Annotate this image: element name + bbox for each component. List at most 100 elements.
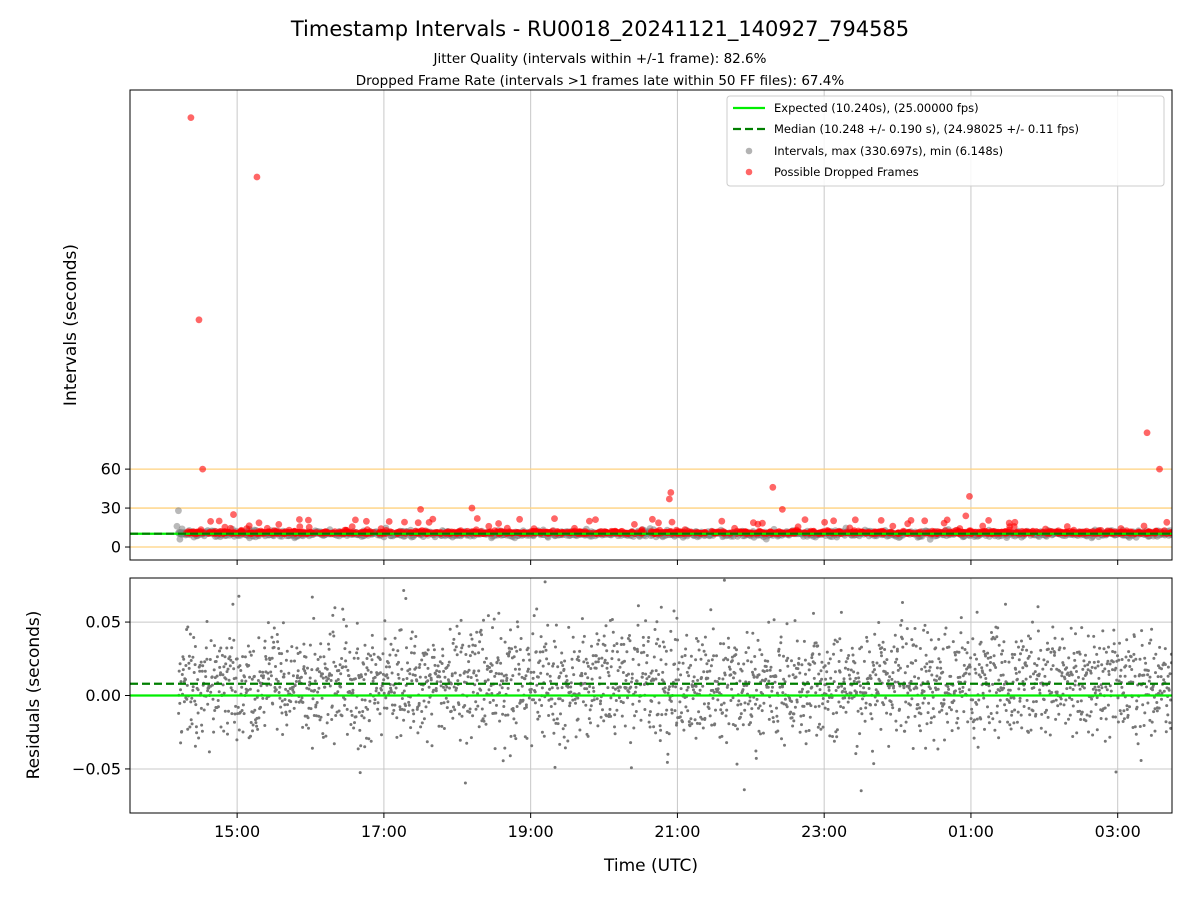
residual-point — [995, 711, 999, 715]
residual-point — [591, 654, 595, 658]
residual-point — [905, 684, 909, 688]
residual-point — [337, 709, 341, 713]
residual-point — [636, 623, 640, 627]
residual-point — [1062, 663, 1066, 667]
residual-point — [917, 676, 920, 680]
residual-point — [704, 653, 708, 657]
residual-point — [426, 648, 430, 652]
residual-point — [1014, 667, 1018, 671]
residual-point — [285, 723, 289, 727]
residual-point — [1111, 660, 1115, 664]
residual-point — [514, 737, 518, 741]
residual-point — [407, 700, 411, 704]
residual-point — [533, 690, 537, 694]
residual-point — [898, 684, 902, 688]
residual-point — [1082, 659, 1086, 663]
dropped-frame-point — [668, 518, 676, 526]
residual-point — [922, 628, 926, 632]
residual-point — [477, 725, 481, 729]
residual-point — [274, 688, 278, 692]
residual-point — [1060, 674, 1064, 678]
residual-point — [252, 674, 256, 678]
residual-point — [629, 766, 633, 770]
residual-point — [349, 723, 353, 726]
residual-point — [1051, 664, 1055, 668]
residual-point — [668, 695, 672, 699]
residual-point — [1100, 686, 1104, 690]
residual-point — [1071, 688, 1075, 691]
residual-point — [847, 696, 851, 700]
residual-point — [947, 687, 951, 691]
dropped-frame-point — [1005, 519, 1013, 527]
residual-point — [1088, 660, 1091, 664]
residual-point — [221, 683, 225, 687]
residual-point — [474, 700, 478, 704]
residual-point — [1069, 626, 1073, 630]
residual-point — [800, 663, 804, 667]
residual-point — [895, 649, 899, 653]
residual-point — [816, 644, 820, 648]
residual-point — [560, 686, 564, 690]
residual-point — [813, 705, 817, 709]
residual-point — [751, 631, 755, 635]
residual-point — [802, 704, 806, 708]
residual-point — [488, 701, 492, 704]
residual-point — [932, 738, 936, 742]
residual-point — [714, 708, 717, 712]
residual-point — [526, 669, 530, 673]
residual-point — [308, 643, 312, 647]
residual-point — [193, 645, 197, 648]
residual-point — [1124, 655, 1128, 659]
residual-point — [401, 691, 405, 695]
residual-point — [1074, 632, 1077, 636]
residual-point — [792, 712, 796, 716]
residual-point — [181, 655, 185, 659]
residual-point — [443, 688, 447, 692]
residual-point — [453, 648, 457, 652]
residual-point — [508, 754, 512, 758]
residual-point — [637, 663, 641, 667]
top-y-tick-label: 0 — [111, 538, 121, 557]
residual-point — [337, 669, 341, 672]
residual-point — [449, 682, 453, 686]
residual-point — [332, 634, 336, 638]
residual-point — [442, 727, 446, 730]
residual-point — [1013, 653, 1017, 656]
residual-point — [641, 635, 645, 639]
residual-point — [208, 658, 212, 661]
residual-point — [919, 712, 923, 716]
residual-point — [228, 655, 232, 659]
residual-point — [894, 660, 897, 664]
residual-point — [846, 656, 850, 660]
residual-point — [817, 672, 821, 676]
residual-point — [810, 656, 814, 660]
residual-point — [821, 725, 825, 729]
residual-point — [1002, 686, 1006, 690]
residual-point — [903, 671, 907, 675]
residual-point — [238, 664, 242, 668]
residual-point — [801, 687, 804, 691]
residual-point — [441, 654, 445, 658]
residual-point — [1097, 676, 1101, 680]
residual-point — [818, 688, 822, 692]
residual-point — [439, 680, 443, 684]
residual-point — [752, 675, 756, 679]
residual-point — [225, 670, 229, 674]
dropped-frame-point — [348, 523, 356, 530]
residual-point — [681, 720, 684, 724]
residual-point — [535, 683, 539, 687]
residual-point — [787, 674, 791, 678]
residual-point — [536, 675, 540, 679]
residual-point — [344, 659, 348, 663]
residual-point — [240, 709, 244, 712]
residual-point — [1070, 698, 1074, 701]
residual-point — [179, 741, 183, 745]
residual-point — [564, 674, 568, 678]
residual-point — [473, 644, 477, 648]
dropped-frame-point — [1063, 523, 1071, 530]
residual-point — [1013, 708, 1017, 712]
residual-point — [805, 702, 809, 706]
residual-point — [853, 661, 857, 665]
residual-point — [658, 724, 662, 728]
residual-point — [766, 685, 770, 689]
